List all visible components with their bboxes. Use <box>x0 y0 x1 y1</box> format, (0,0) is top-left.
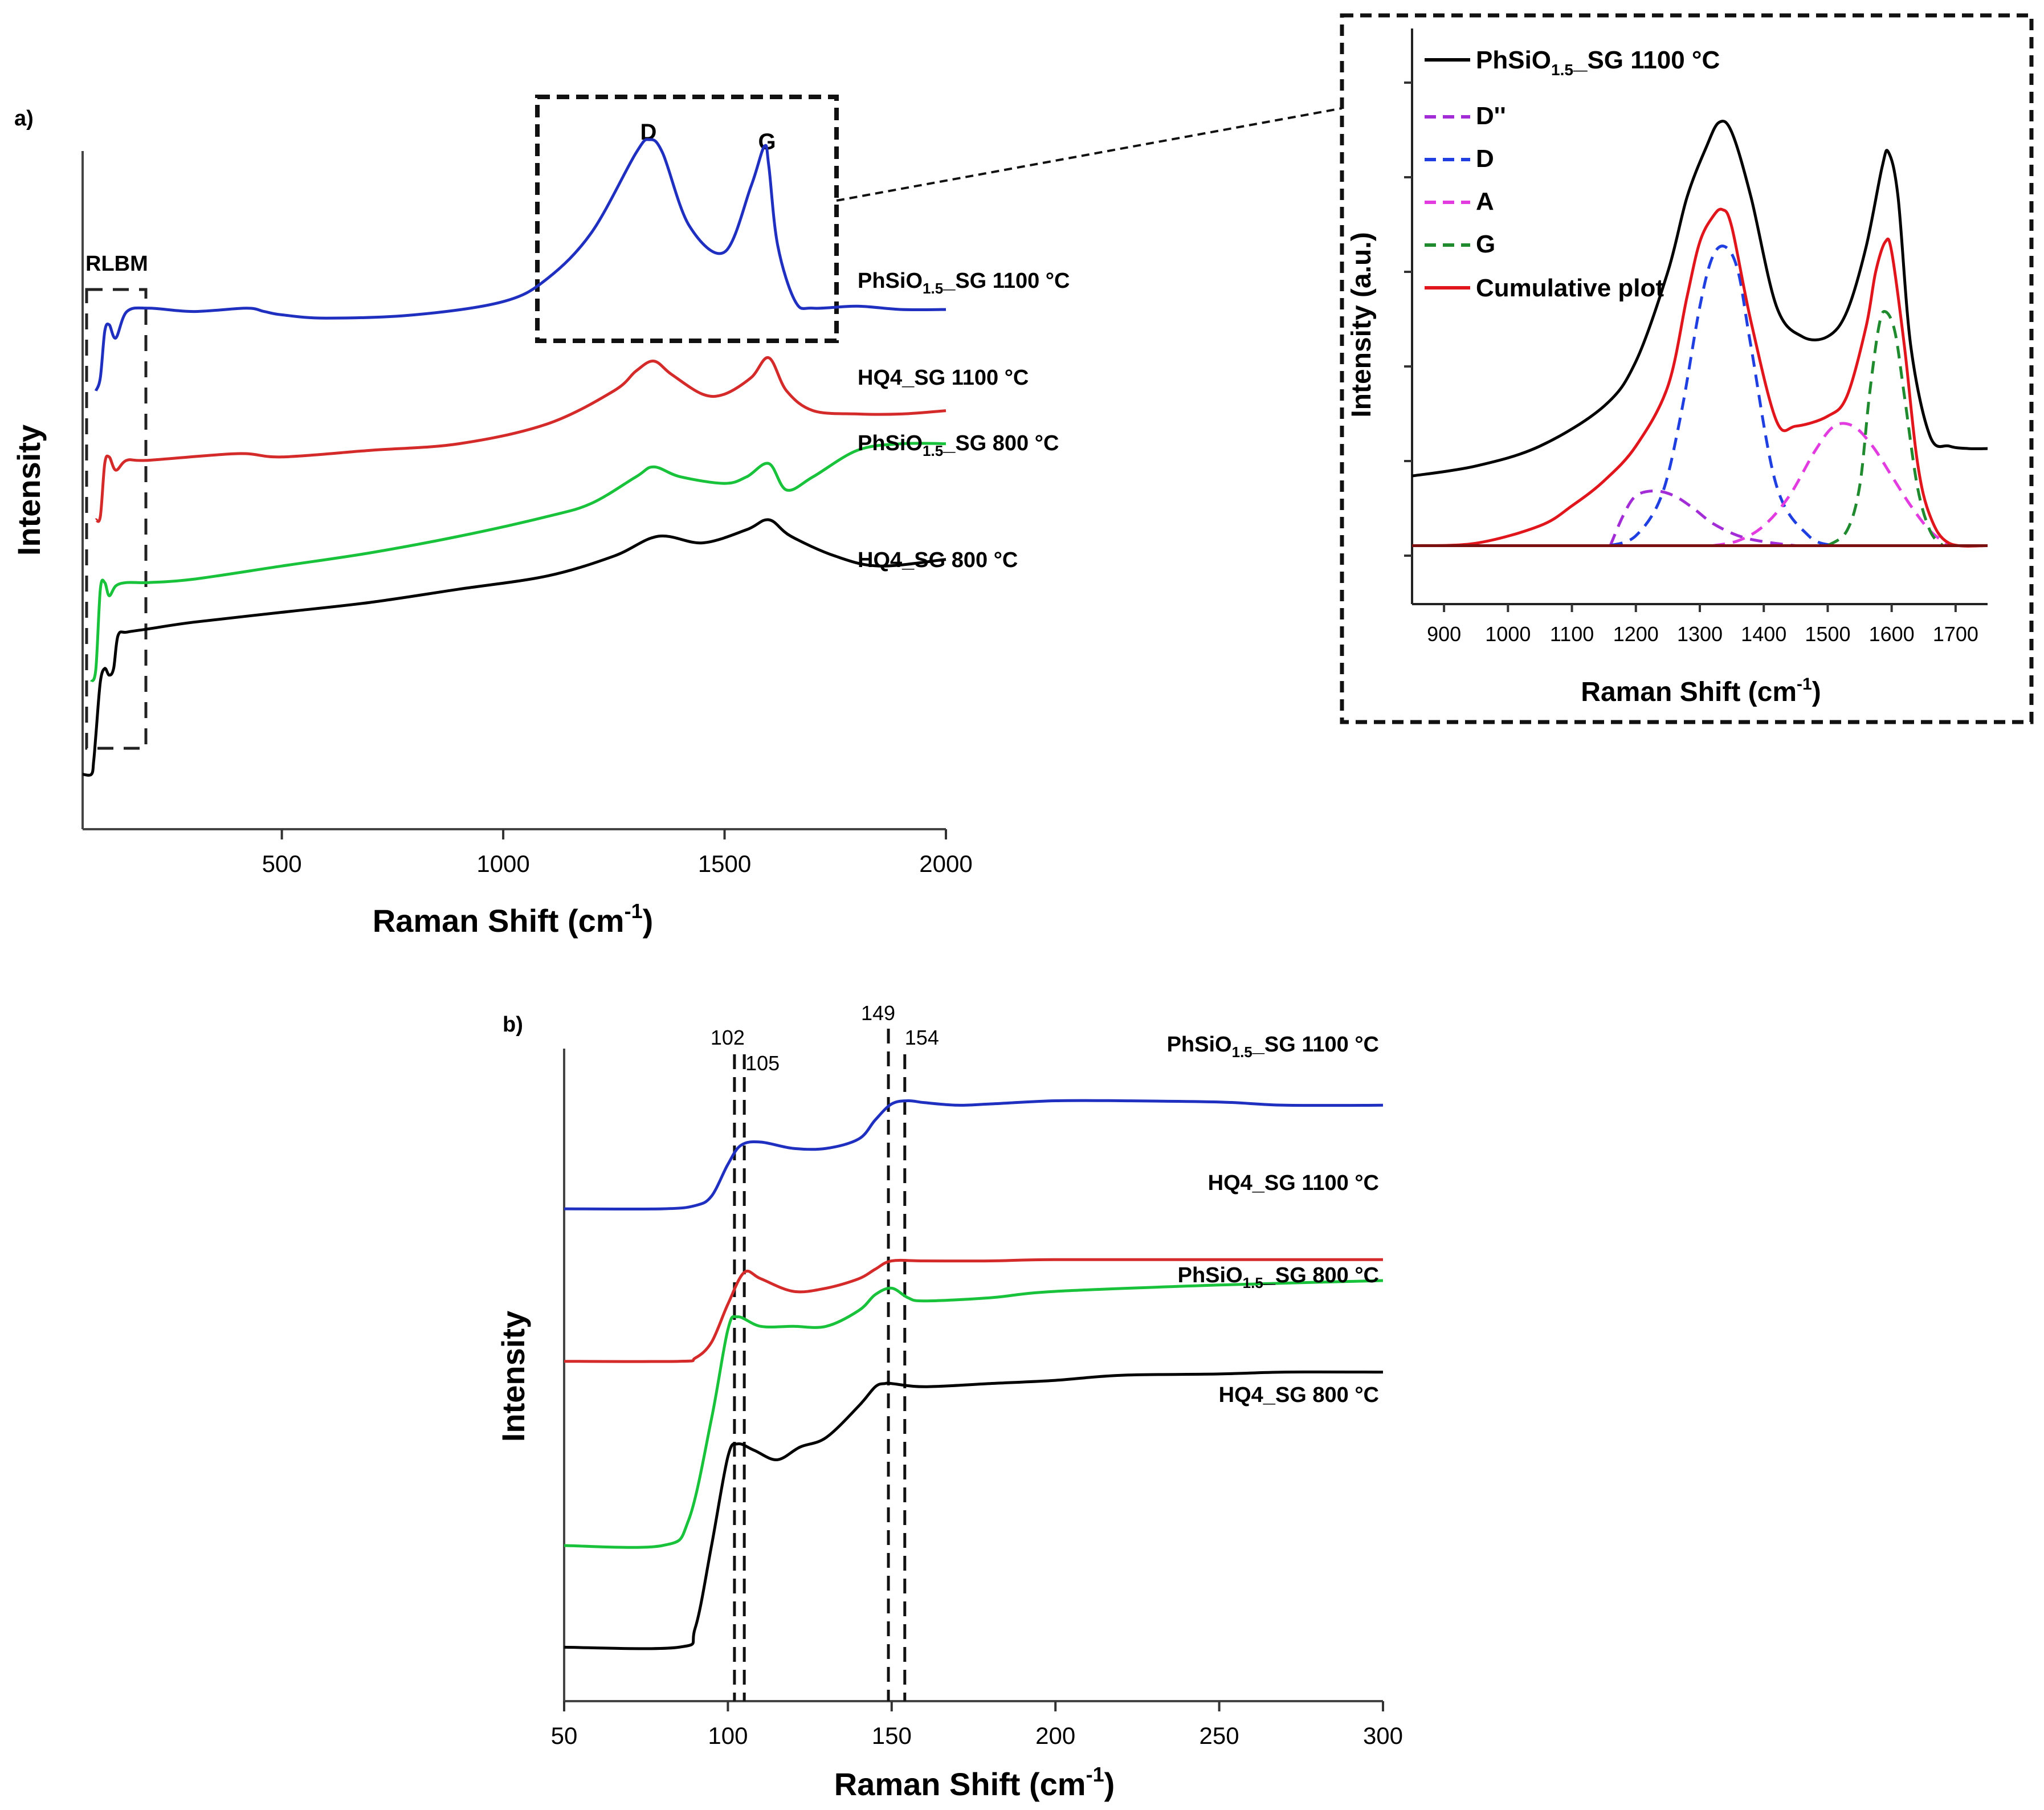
x-tick-label-b-3: 200 <box>1035 1722 1075 1749</box>
x-tick-label-inset-1: 1000 <box>1485 622 1531 646</box>
panel-a-y-axis-title: Intensity <box>11 425 47 556</box>
legend-label-phsio-1100: PhSiO1.5_SG 1100 °C <box>1476 46 1720 79</box>
inset-series <box>1411 120 1988 548</box>
x-tick-label-a-1: 1000 <box>476 850 529 877</box>
panel-a-series-label-2: PhSiO1.5_SG 800 °C <box>858 431 1059 459</box>
x-tick-label-inset-8: 1700 <box>1933 622 1978 646</box>
inset-dashed-border <box>1340 13 2034 724</box>
series-line-a-0 <box>94 138 946 392</box>
panel-a: a) 500 1000 1500 2000 Raman Shift (cm-1) In… <box>11 95 1343 939</box>
legend-label-a: A <box>1476 187 1494 215</box>
series-line-a-1 <box>94 356 946 523</box>
series-line-b-2 <box>564 1279 1384 1549</box>
peak-marker-label-105: 105 <box>745 1051 780 1075</box>
series-line-inset-0 <box>1411 120 1988 478</box>
panel-a-series-label-1: HQ4_SG 1100 °C <box>858 366 1029 390</box>
x-tick-label-b-5: 300 <box>1363 1722 1403 1749</box>
x-tick-label-inset-3: 1200 <box>1613 622 1659 646</box>
x-tick-label-inset-2: 1100 <box>1550 622 1594 646</box>
x-tick-label-a-0: 500 <box>262 850 302 877</box>
panel-a-label: a) <box>14 107 34 131</box>
panel-b-y-axis-title: Intensity <box>495 1311 531 1442</box>
rlbm-dashed-box <box>85 288 148 750</box>
panel-a-x-ticks: 500 1000 1500 2000 <box>262 829 973 877</box>
panel-b-x-axis-title: Raman Shift (cm-1) <box>834 1763 1115 1802</box>
series-line-b-3 <box>564 1370 1384 1650</box>
legend-label-d2: D'' <box>1476 102 1506 130</box>
x-tick-label-inset-4: 1300 <box>1677 622 1723 646</box>
x-tick-label-inset-0: 900 <box>1427 622 1461 646</box>
x-tick-label-inset-7: 1600 <box>1869 622 1915 646</box>
peak-marker-label-102: 102 <box>711 1026 745 1049</box>
inset-x-axis-title: Raman Shift (cm-1) <box>1581 675 1821 707</box>
series-line-inset-2 <box>1610 244 1835 547</box>
x-tick-label-a-2: 1500 <box>698 850 751 877</box>
x-tick-label-b-4: 250 <box>1200 1722 1239 1749</box>
x-tick-label-inset-6: 1500 <box>1805 622 1850 646</box>
series-line-inset-3 <box>1712 422 1951 547</box>
rlbm-label: RLBM <box>85 252 148 276</box>
x-tick-label-b-0: 50 <box>551 1722 578 1749</box>
zoom-connector-line <box>836 107 1343 202</box>
peak-marker-label-154: 154 <box>905 1026 939 1049</box>
inset-y-axis-title: Intensity (a.u.) <box>1347 232 1377 417</box>
panel-b-series <box>564 1099 1384 1650</box>
panel-b-series-label-2: PhSiO1.5_SG 800 °C <box>1178 1263 1379 1291</box>
x-tick-label-a-3: 2000 <box>919 850 972 877</box>
panel-b-label: b) <box>503 1013 523 1037</box>
panel-a-x-axis-title: Raman Shift (cm-1) <box>373 899 654 939</box>
peak-marker-label-149: 149 <box>861 1001 895 1025</box>
series-line-inset-5 <box>1411 207 1988 548</box>
x-tick-label-inset-5: 1400 <box>1741 622 1786 646</box>
x-tick-label-b-2: 150 <box>872 1722 912 1749</box>
series-line-b-0 <box>564 1099 1384 1210</box>
legend-label-cumulative: Cumulative plot <box>1476 274 1664 302</box>
x-tick-label-b-1: 100 <box>708 1722 748 1749</box>
legend-label-d: D <box>1476 145 1494 173</box>
legend-label-g: G <box>1476 230 1495 258</box>
panel-a-series-label-0: PhSiO1.5_SG 1100 °C <box>858 269 1070 297</box>
panel-b-series-label-3: HQ4_SG 800 °C <box>1219 1383 1379 1407</box>
series-line-a-3 <box>82 518 946 777</box>
panel-b-series-label-0: PhSiO1.5_SG 1100 °C <box>1167 1033 1379 1061</box>
inset-axis-ticks: 900 1000 1100 1200 1300 1400 1500 1600 1700 <box>1404 81 1978 646</box>
inset-panel: 900 1000 1100 1200 1300 1400 1500 1600 1700 Rama… <box>1340 13 2034 724</box>
series-line-inset-4 <box>1826 310 1944 547</box>
series-line-inset-1 <box>1609 489 1796 547</box>
panel-b-series-label-1: HQ4_SG 1100 °C <box>1208 1171 1379 1195</box>
series-line-a-2 <box>90 442 946 683</box>
series-line-b-1 <box>564 1258 1383 1363</box>
panel-a-series-label-3: HQ4_SG 800 °C <box>858 548 1018 572</box>
panel-a-series <box>82 138 946 777</box>
panel-b-x-ticks: 50 100 150 200 250 300 <box>551 1701 1403 1749</box>
inset-legend: PhSiO1.5_SG 1100 °C D'' D A G Cumulative… <box>1425 46 1720 302</box>
